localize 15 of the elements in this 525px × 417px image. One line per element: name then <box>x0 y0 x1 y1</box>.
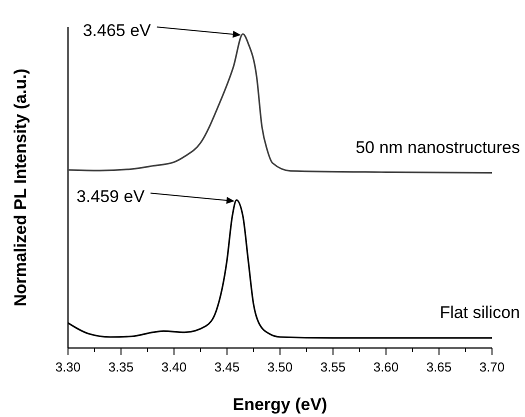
x-tick-label: 3.70 <box>479 359 505 374</box>
y-axis-title: Normalized PL Intensity (a.u.) <box>11 68 30 306</box>
x-tick-label: 3.50 <box>267 359 293 374</box>
series-label: Flat silicon <box>440 302 520 322</box>
x-tick-label: 3.35 <box>108 359 134 374</box>
x-tick-label: 3.65 <box>426 359 452 374</box>
annotation: 3.465 eV <box>82 21 152 40</box>
x-tick-label: 3.40 <box>161 359 187 374</box>
x-tick-label: 3.30 <box>55 359 81 374</box>
annotation: 3.459 eV <box>76 187 146 206</box>
x-tick-label: 3.45 <box>214 359 240 374</box>
x-tick-label: 3.60 <box>373 359 399 374</box>
x-axis-title: Energy (eV) <box>232 395 328 414</box>
series-label: 50 nm nanostructures <box>356 138 520 157</box>
x-tick-label: 3.55 <box>320 359 346 374</box>
